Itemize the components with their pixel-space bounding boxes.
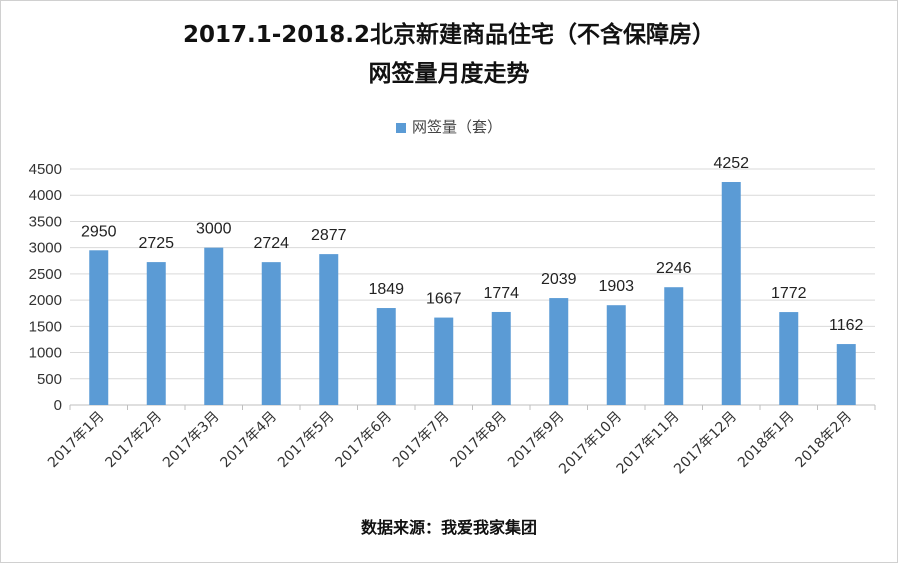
y-tick-label: 500 xyxy=(37,371,62,388)
legend-label: 网签量（套） xyxy=(411,118,502,136)
y-tick-label: 2500 xyxy=(29,266,62,283)
x-tick-label: 2017年3月 xyxy=(160,409,223,472)
bar xyxy=(779,312,799,405)
bar xyxy=(204,247,224,405)
bar xyxy=(89,250,109,405)
chart-title: 2017.1-2018.2北京新建商品住宅（不含保障房） xyxy=(182,22,716,48)
legend-swatch xyxy=(395,122,406,133)
y-tick-label: 1000 xyxy=(29,345,62,362)
x-tick-label: 2017年1月 xyxy=(45,409,108,472)
data-label: 1667 xyxy=(426,291,462,308)
x-tick-label: 2017年6月 xyxy=(332,409,395,472)
data-label: 4252 xyxy=(713,155,749,172)
y-tick-label: 3000 xyxy=(29,240,62,257)
bar xyxy=(146,262,166,405)
bar xyxy=(664,287,684,405)
x-tick-label: 2018年1月 xyxy=(735,409,798,472)
chart-subtitle: 网签量月度走势 xyxy=(368,61,530,87)
x-tick-label: 2018年2月 xyxy=(792,409,855,472)
bar xyxy=(261,262,281,405)
bar xyxy=(606,305,626,405)
bar xyxy=(836,344,856,405)
y-tick-label: 1500 xyxy=(29,318,62,335)
bar xyxy=(491,311,511,405)
x-tick-label: 2017年5月 xyxy=(275,409,338,472)
bar xyxy=(434,317,454,405)
x-tick-label: 2017年2月 xyxy=(102,409,165,472)
data-label: 2724 xyxy=(253,235,289,252)
bar xyxy=(376,308,396,405)
y-tick-label: 2000 xyxy=(29,292,62,309)
y-tick-label: 4500 xyxy=(29,161,62,178)
data-label: 2725 xyxy=(138,235,174,252)
x-tick-label: 2017年4月 xyxy=(217,409,280,472)
data-label: 1903 xyxy=(598,278,634,295)
data-label: 1849 xyxy=(368,281,404,298)
data-label: 1772 xyxy=(771,285,807,302)
x-tick-label: 2017年9月 xyxy=(505,409,568,472)
bar xyxy=(319,254,339,405)
data-source: 数据来源：我爱我家集团 xyxy=(360,518,537,537)
data-label: 2246 xyxy=(656,260,692,277)
y-tick-label: 3500 xyxy=(29,213,62,230)
y-tick-label: 4000 xyxy=(29,187,62,204)
legend: 网签量（套） xyxy=(0,116,898,137)
x-tick-label: 2017年7月 xyxy=(390,409,453,472)
y-tick-label: 0 xyxy=(54,397,62,414)
data-label: 2950 xyxy=(81,223,117,240)
data-label: 2039 xyxy=(541,271,577,288)
data-label: 1774 xyxy=(483,285,519,302)
data-label: 2877 xyxy=(311,227,347,244)
bar xyxy=(721,182,741,405)
data-label: 1162 xyxy=(829,317,864,334)
x-tick-label: 2017年8月 xyxy=(447,409,510,472)
bar xyxy=(549,298,569,405)
data-label: 3000 xyxy=(196,221,232,238)
